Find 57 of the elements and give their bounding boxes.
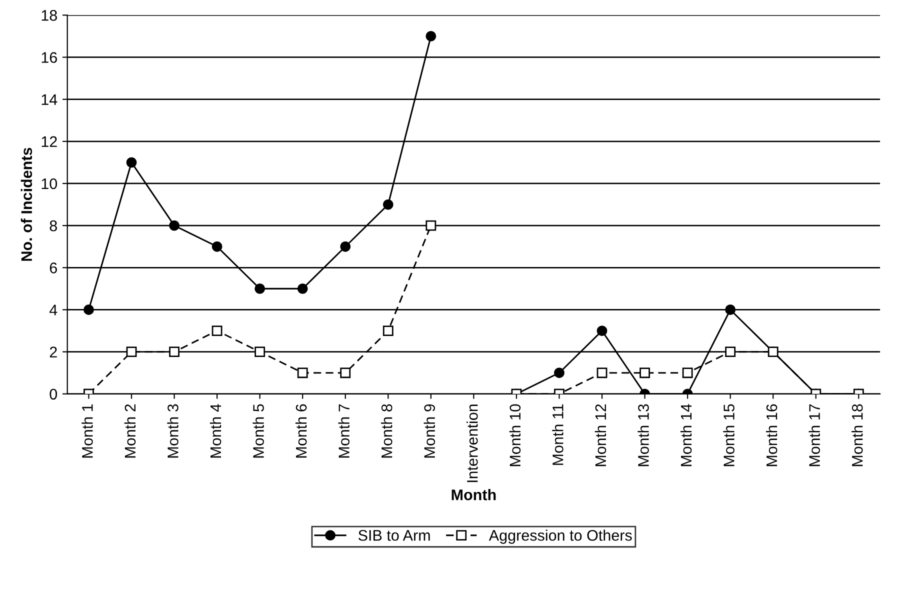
x-tick-label: Intervention <box>466 404 478 482</box>
x-tick-label: Month 16 <box>766 404 778 466</box>
point <box>426 30 436 42</box>
point <box>382 326 394 336</box>
point <box>254 283 266 294</box>
point <box>382 199 394 210</box>
x-tick-label: Month 2 <box>124 404 136 458</box>
x-tick-label: Month 13 <box>638 404 649 466</box>
point <box>340 241 351 252</box>
x-tick-label: Month 17 <box>808 404 820 466</box>
point <box>169 346 180 358</box>
point <box>340 368 351 378</box>
x-tick-label: Month 11 <box>552 404 564 465</box>
point <box>254 346 266 358</box>
point <box>126 157 137 168</box>
y-axis-title: No. of Incidents <box>20 148 32 261</box>
x-tick-label: Month 6 <box>295 404 307 458</box>
x-tick-label: Month 15 <box>723 404 734 466</box>
y-tick-label: 0 <box>50 388 58 400</box>
point <box>640 368 650 378</box>
point <box>596 368 608 378</box>
point <box>297 283 308 294</box>
point <box>596 326 608 336</box>
x-tick-label: Month 10 <box>509 404 521 466</box>
point <box>682 368 693 378</box>
y-tick-label: 6 <box>50 262 57 274</box>
point <box>169 220 180 231</box>
point <box>725 346 736 358</box>
x-tick-label: Month 1 <box>82 404 93 458</box>
point <box>212 326 222 336</box>
x-tick-label: Month 9 <box>424 404 436 458</box>
x-tick-label: Month 14 <box>680 404 692 466</box>
x-axis-title: Month <box>452 489 496 500</box>
x-tick-label: Month 8 <box>381 404 392 458</box>
legend-label: SIB to Arm <box>358 530 430 541</box>
point <box>84 304 94 315</box>
y-tick-label: 4 <box>49 304 58 316</box>
y-tick-label: 14 <box>42 94 58 105</box>
point <box>126 346 137 358</box>
point <box>426 220 436 231</box>
y-tick-label: 2 <box>50 346 57 358</box>
point <box>725 304 736 315</box>
x-tick-label: Month 7 <box>338 404 350 458</box>
x-tick-label: Month 5 <box>252 404 264 458</box>
x-tick-label: Month 18 <box>852 404 863 466</box>
y-tick-label: 18 <box>42 10 57 21</box>
point <box>554 368 564 378</box>
point <box>297 368 308 378</box>
y-tick-label: 8 <box>50 220 57 232</box>
y-tick-label: 10 <box>42 178 58 190</box>
x-tick-label: Month 3 <box>167 404 178 458</box>
legend-label: Aggression to Others <box>488 530 632 544</box>
x-tick-label: Month 12 <box>594 404 606 466</box>
point <box>212 241 222 252</box>
x-tick-label: Month 4 <box>210 404 222 458</box>
y-tick-label: 12 <box>42 136 57 147</box>
y-tick-label: 16 <box>42 52 57 63</box>
